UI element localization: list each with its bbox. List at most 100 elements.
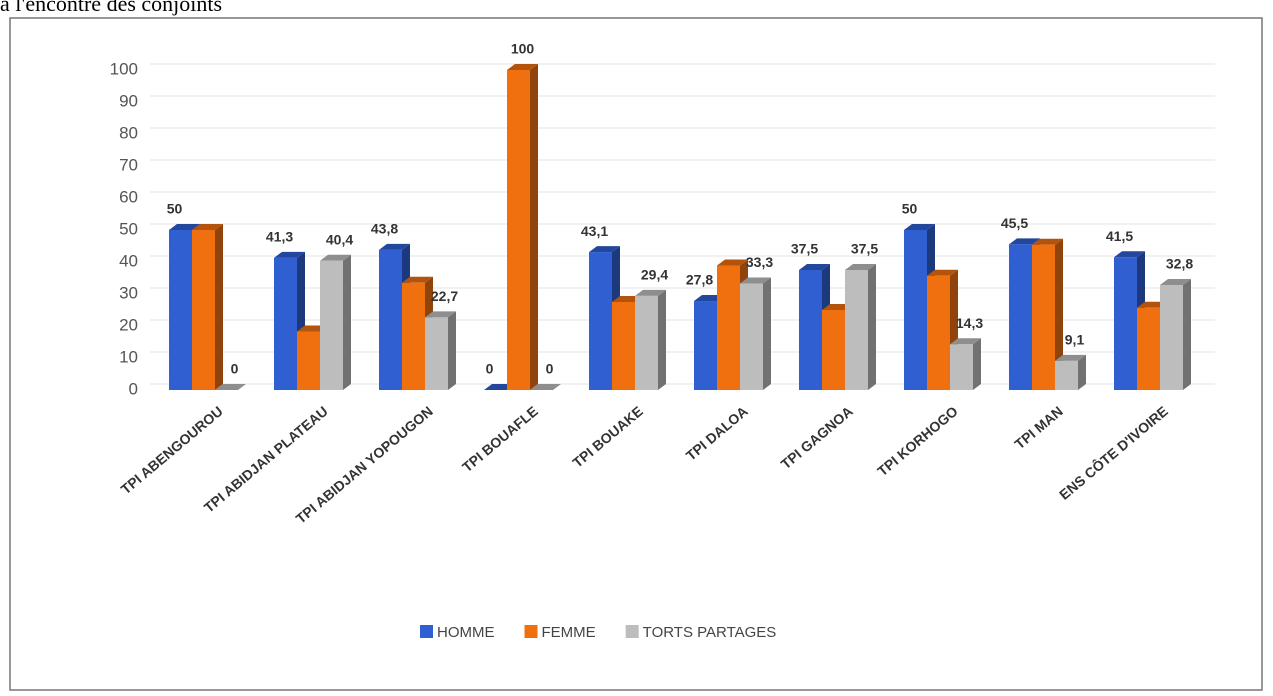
data-label: 45,5 — [1001, 215, 1028, 231]
bar-top — [717, 259, 748, 266]
bar — [694, 301, 717, 390]
bar — [635, 295, 658, 390]
legend-swatch — [524, 625, 538, 638]
data-label: 43,1 — [581, 223, 608, 239]
bar-side — [973, 338, 981, 390]
y-tick-label: 0 — [129, 379, 138, 398]
bar — [1055, 360, 1078, 390]
y-tick-label: 70 — [119, 155, 138, 174]
chart-border — [9, 17, 1263, 691]
bar — [950, 344, 973, 390]
x-tick-label: TPI GAGNOA — [778, 403, 856, 472]
bar-top — [927, 269, 958, 276]
legend-label: HOMME — [437, 624, 495, 641]
bar — [612, 302, 635, 390]
bar-top — [904, 224, 935, 230]
bar-side — [1055, 238, 1063, 390]
bar-side — [215, 224, 223, 390]
data-label: 43,8 — [371, 221, 398, 237]
y-tick-label: 60 — [119, 187, 138, 206]
bar-side — [448, 311, 456, 390]
bar — [740, 283, 763, 390]
bar-top — [320, 254, 351, 261]
bar — [589, 252, 612, 390]
x-tick-label: TPI BOUAFLE — [459, 403, 541, 475]
x-tick-label: TPI DALOA — [683, 403, 751, 464]
bar-top — [635, 289, 666, 296]
bar-top — [1009, 238, 1040, 245]
bar — [1114, 257, 1137, 390]
bar — [822, 310, 845, 390]
bar — [274, 257, 297, 390]
legend-label: FEMME — [542, 624, 596, 641]
y-tick-label: 30 — [119, 283, 138, 302]
data-label: 100 — [511, 41, 535, 57]
bar-side — [868, 264, 876, 390]
data-label: 29,4 — [641, 267, 668, 283]
bar — [1160, 285, 1183, 390]
data-label: 22,7 — [431, 288, 458, 304]
bar-side — [658, 289, 666, 390]
bar-side — [1078, 354, 1086, 390]
bar-top — [950, 338, 981, 345]
bar-top — [169, 224, 200, 230]
bar — [169, 230, 192, 390]
bar — [507, 70, 530, 390]
bar-side — [343, 254, 351, 390]
data-label: 33,3 — [746, 254, 773, 270]
bar-top — [530, 384, 561, 390]
bar-top — [274, 251, 305, 258]
bar-top — [507, 64, 538, 70]
y-tick-label: 50 — [119, 219, 138, 238]
data-label: 14,3 — [956, 315, 983, 331]
x-tick-label: TPI BOUAKE — [569, 403, 645, 471]
x-tick-label: TPI KORHOGO — [874, 403, 961, 479]
x-tick-label: TPI MAN — [1011, 403, 1065, 452]
x-tick-label: TPI ABENGOUROU — [118, 403, 226, 497]
caption: à l'encontre des conjoints — [0, 0, 222, 16]
legend-label: TORTS PARTAGES — [643, 624, 777, 641]
bar-side — [1183, 279, 1191, 390]
data-label: 27,8 — [686, 272, 713, 288]
data-label: 37,5 — [791, 241, 818, 257]
bar — [320, 260, 343, 390]
data-label: 0 — [231, 361, 239, 377]
bar — [1032, 244, 1055, 390]
bar-top — [215, 384, 246, 390]
bar — [379, 249, 402, 390]
bar-side — [530, 64, 538, 390]
bar — [1137, 307, 1160, 390]
bar-top — [402, 276, 433, 283]
data-label: 32,8 — [1166, 256, 1193, 272]
data-label: 50 — [167, 201, 183, 217]
bar-top — [1032, 238, 1063, 245]
bar — [297, 331, 320, 390]
legend-swatch — [625, 625, 639, 638]
data-label: 50 — [902, 201, 918, 217]
bar-side — [763, 277, 771, 390]
y-tick-label: 40 — [119, 251, 138, 270]
bar-top — [1114, 251, 1145, 258]
data-label: 41,3 — [266, 229, 293, 245]
bar-top — [425, 311, 456, 318]
y-tick-label: 90 — [119, 91, 138, 110]
y-tick-label: 80 — [119, 123, 138, 142]
bar-top — [379, 243, 410, 250]
bar-top — [799, 264, 830, 270]
bar — [927, 275, 950, 390]
bar — [402, 282, 425, 390]
bar — [845, 270, 868, 390]
y-tick-label: 20 — [119, 315, 138, 334]
bar — [425, 317, 448, 390]
y-tick-label: 10 — [119, 347, 138, 366]
bar-top — [740, 277, 771, 284]
bar — [1009, 244, 1032, 390]
legend-swatch — [420, 625, 433, 638]
data-label: 37,5 — [851, 241, 878, 257]
bar-top — [1055, 354, 1086, 361]
data-label: 9,1 — [1065, 332, 1085, 348]
bar-top — [845, 264, 876, 270]
data-label: 0 — [546, 361, 554, 377]
y-tick-label: 100 — [110, 59, 138, 78]
